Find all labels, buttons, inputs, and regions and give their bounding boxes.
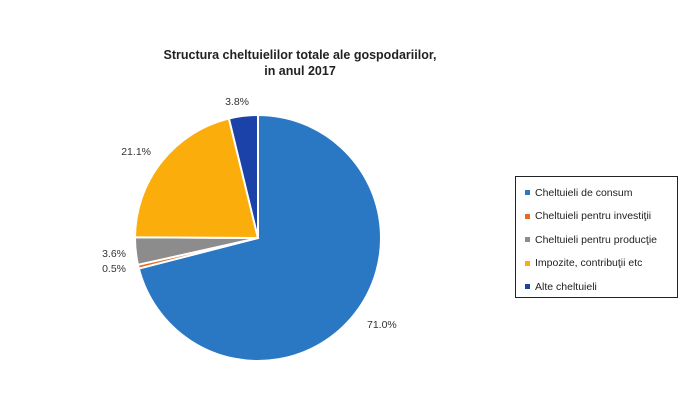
legend-swatch-consum <box>525 190 530 196</box>
pie-slice-alte <box>227 113 259 239</box>
chart-title: Structura cheltuielilor totale ale gospo… <box>0 47 600 79</box>
legend-swatch-alte <box>525 284 530 290</box>
legend-item-productie: Cheltuieli pentru producţie <box>525 228 677 252</box>
legend: Cheltuieli de consum Cheltuieli pentru i… <box>515 176 678 298</box>
legend-item-consum: Cheltuieli de consum <box>525 181 677 205</box>
data-label-consum: 71.0% <box>367 319 397 331</box>
legend-item-impozite: Impozite, contribuţii etc <box>525 252 677 276</box>
legend-swatch-investitii <box>525 213 530 219</box>
legend-item-investitii: Cheltuieli pentru investiţii <box>525 205 677 229</box>
legend-swatch-impozite <box>525 260 530 266</box>
data-label-investitii: 0.5% <box>102 263 126 275</box>
data-label-alte: 3.8% <box>225 96 249 108</box>
legend-item-alte: Alte cheltuieli <box>525 275 677 299</box>
legend-swatch-productie <box>525 237 530 243</box>
legend-label-alte: Alte cheltuieli <box>535 280 597 293</box>
pie-slice-consum <box>137 113 382 362</box>
data-label-impozite: 21.1% <box>121 146 151 158</box>
chart-title-line-1: Structura cheltuielilor totale ale gospo… <box>163 48 437 62</box>
legend-label-impozite: Impozite, contribuţii etc <box>535 257 643 270</box>
legend-label-investitii: Cheltuieli pentru investiţii <box>535 210 652 223</box>
chart-title-line-2: in anul 2017 <box>264 64 336 78</box>
data-label-productie: 3.6% <box>102 248 126 260</box>
pie-slice-impozite <box>133 117 260 240</box>
legend-label-consum: Cheltuieli de consum <box>535 186 633 199</box>
legend-label-productie: Cheltuieli pentru producţie <box>535 233 657 246</box>
